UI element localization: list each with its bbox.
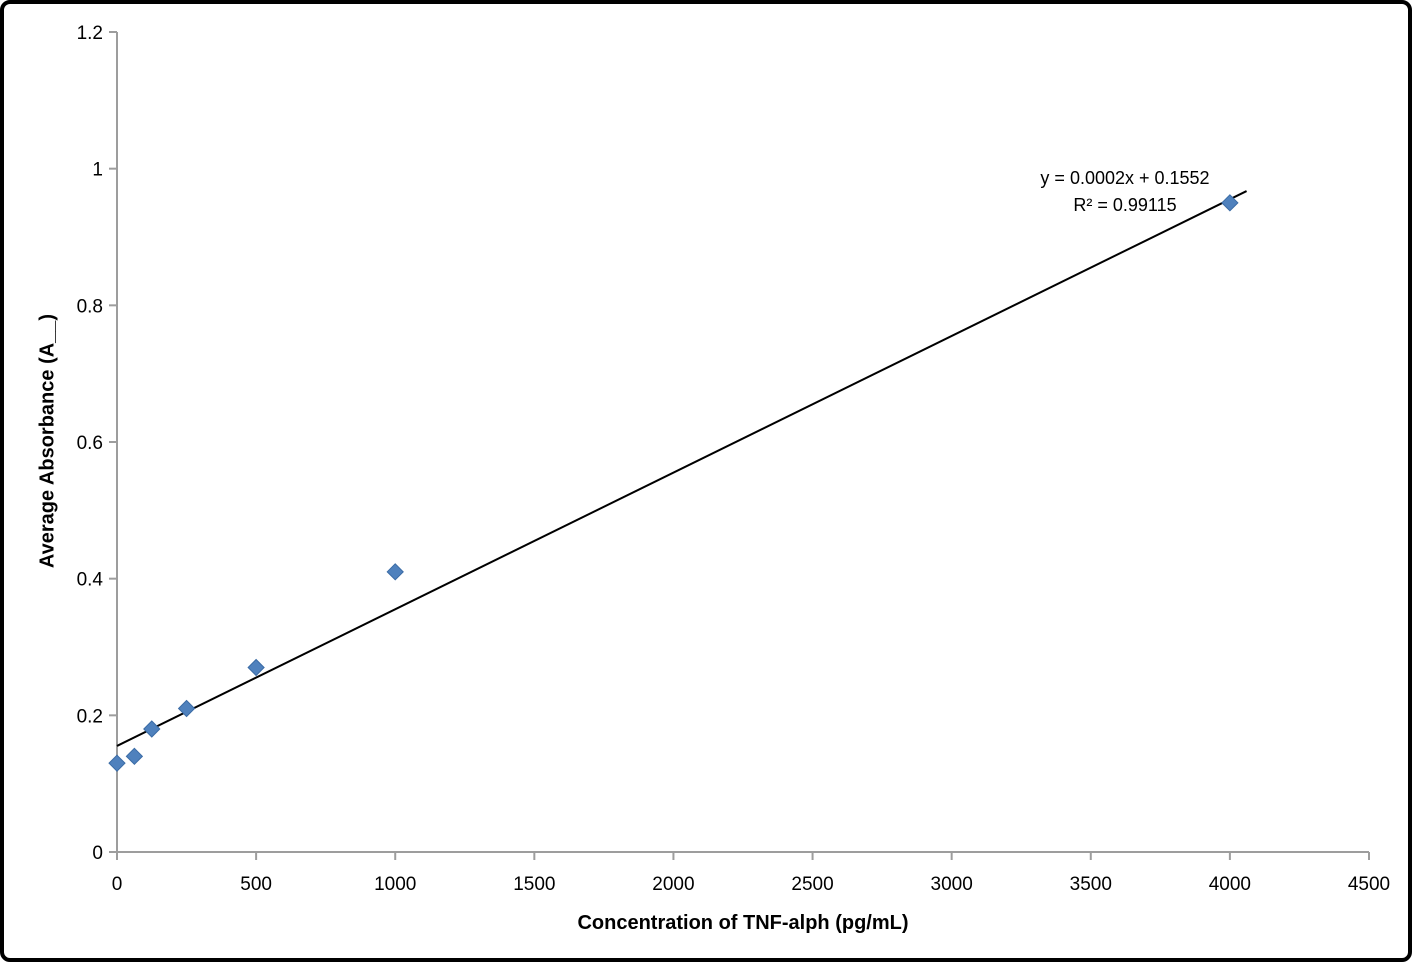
data-point <box>108 754 126 772</box>
y-tick-label: 1.2 <box>77 23 103 44</box>
trendline-annotation: y = 0.0002x + 0.1552 R² = 0.99115 <box>1040 165 1209 219</box>
x-tick-label: 1000 <box>374 874 416 895</box>
x-axis-title: Concentration of TNF-alph (pg/mL) <box>577 912 909 934</box>
y-tick-label: 1 <box>92 160 103 181</box>
x-tick-label: 2500 <box>791 874 833 895</box>
data-point <box>247 658 265 677</box>
x-tick-label: 0 <box>112 874 123 895</box>
trendline <box>116 190 1248 747</box>
y-axis-title: Average Absorbance (A__) <box>36 313 59 569</box>
trendline-equation: y = 0.0002x + 0.1552 <box>1040 168 1210 188</box>
data-point <box>1221 194 1239 212</box>
y-tick-label: 0.6 <box>77 433 103 454</box>
x-tick-label: 4000 <box>1209 874 1251 895</box>
x-tick-label: 1500 <box>513 874 555 895</box>
y-tick-label: 0.4 <box>77 570 104 591</box>
x-tick-label: 3000 <box>931 874 973 895</box>
data-point <box>143 720 161 738</box>
x-tick-label: 4500 <box>1348 874 1390 895</box>
x-tick-label: 2000 <box>652 874 694 895</box>
trendline-r-squared: R² = 0.99115 <box>1073 195 1177 215</box>
y-tick-label: 0.2 <box>77 706 103 727</box>
x-tick-label: 3500 <box>1070 874 1112 895</box>
data-point <box>386 563 404 581</box>
y-tick-label: 0 <box>92 843 103 864</box>
scatter-plot: 0 500 1000 1500 2000 2500 3000 3500 4000 4500 0 0.2… <box>77 23 1391 895</box>
x-tick-label: 500 <box>240 874 272 895</box>
data-point <box>177 699 196 718</box>
y-tick-label: 0.8 <box>77 296 103 317</box>
data-point <box>125 747 144 766</box>
